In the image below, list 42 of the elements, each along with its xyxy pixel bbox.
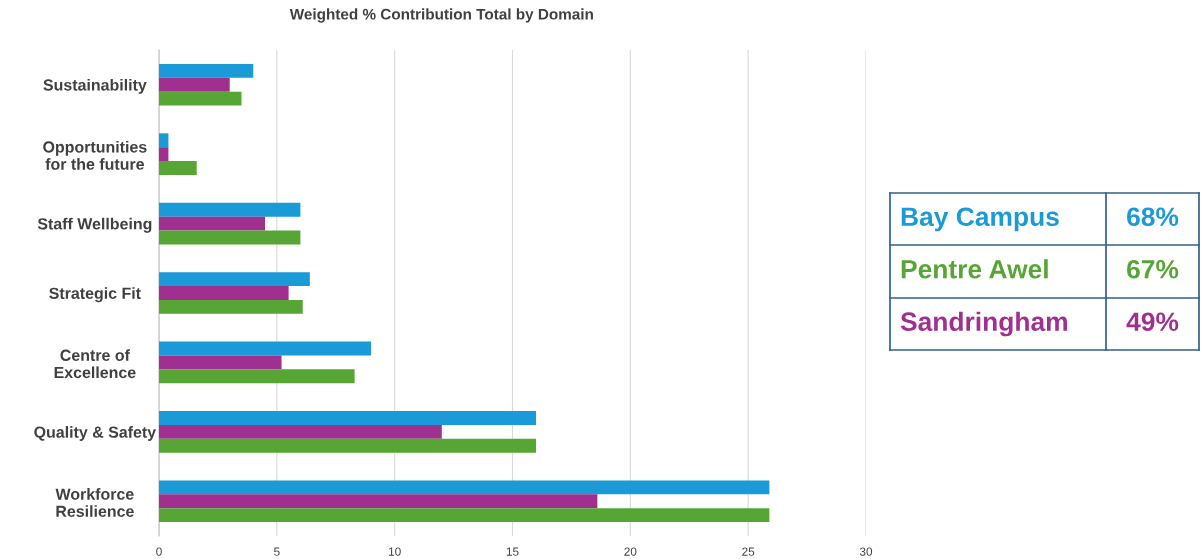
bar: [159, 508, 770, 523]
text: 68%: [1127, 207, 1179, 227]
bar: [159, 272, 310, 287]
y-tick-label: Staff Wellbeing: [37, 217, 152, 233]
y-tick-label: Sustainability: [43, 78, 147, 94]
chart-title: Weighted % Contribution Total by Domain: [289, 8, 593, 23]
bar: [159, 216, 266, 231]
text: Pentre Awel: [901, 259, 1048, 279]
bar: [159, 147, 169, 162]
bar: [159, 494, 598, 509]
bar: [159, 424, 442, 439]
y-tick-label: Centre of Excellence: [54, 349, 136, 379]
y-tick-label: Quality & Safety: [34, 426, 157, 441]
y-tick-label: Strategic Fit: [49, 287, 141, 303]
y-tick-label: Opportunities for the future: [43, 140, 147, 170]
y-tick-label: Workforce Resilience: [55, 488, 134, 517]
x-tick-label: 20: [624, 547, 637, 556]
bar: [159, 341, 372, 356]
x-tick-label: 25: [742, 547, 755, 556]
bar: [159, 286, 289, 300]
bar: [159, 230, 301, 245]
bar: [159, 355, 282, 370]
x-tick-label: 10: [389, 547, 401, 556]
text: Sandringham: [900, 311, 1067, 337]
x-tick-label: 5: [274, 547, 280, 556]
text: 67%: [1127, 259, 1179, 279]
bar: [159, 299, 303, 314]
x-tick-label: 30: [859, 547, 873, 556]
bar: [159, 480, 770, 495]
bar: [159, 202, 301, 217]
text: 49%: [1126, 312, 1179, 332]
bar: [159, 438, 537, 453]
x-tick-label: 15: [506, 547, 519, 556]
bar: [159, 369, 355, 384]
bar: [159, 77, 230, 92]
bar: [159, 133, 169, 148]
text: Bay Campus: [901, 207, 1059, 232]
bar: [159, 161, 197, 175]
bar: [159, 63, 254, 78]
bar: [159, 91, 242, 106]
x-tick-label: 0: [156, 547, 162, 556]
bar: [159, 411, 537, 425]
